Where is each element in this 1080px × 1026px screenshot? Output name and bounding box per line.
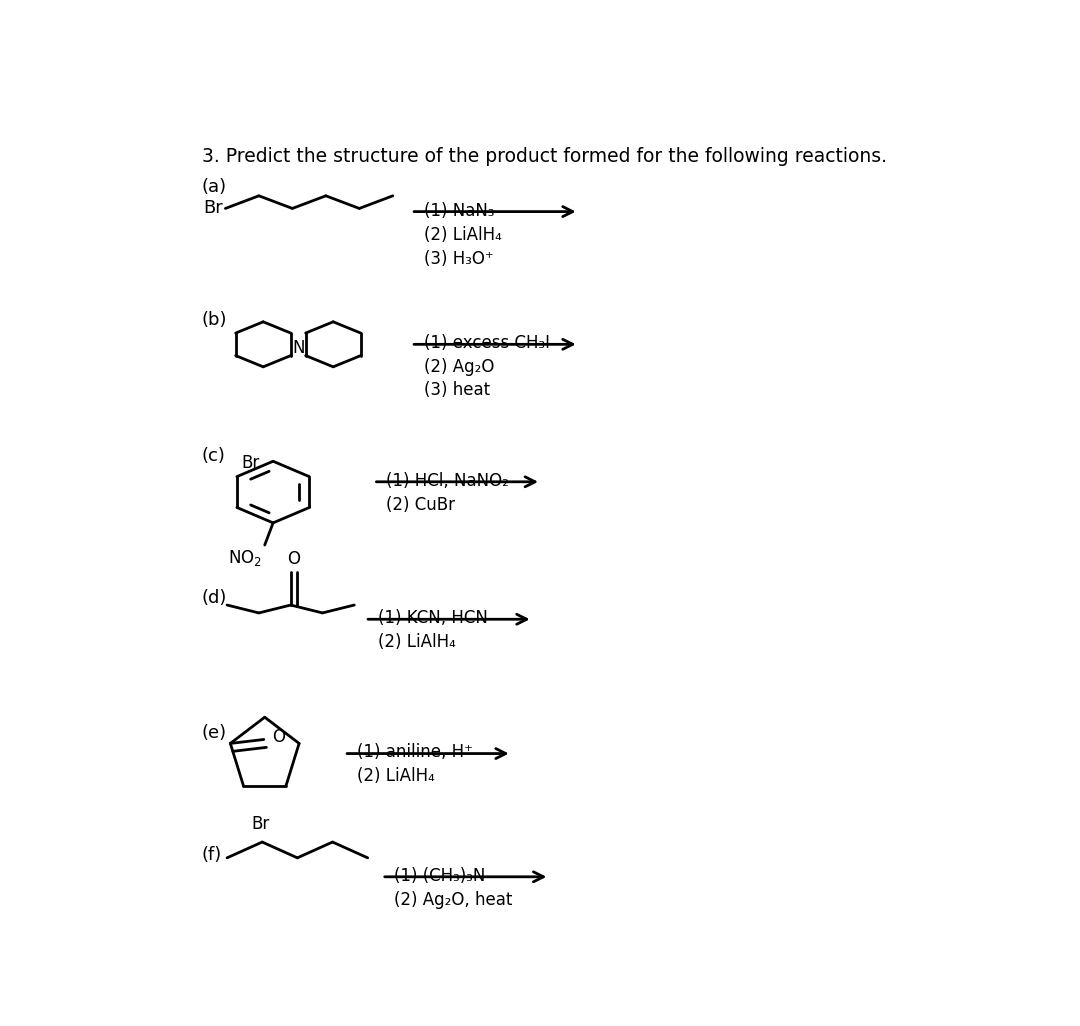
Text: (f): (f) xyxy=(202,846,222,864)
Text: Br: Br xyxy=(203,199,222,218)
Text: (b): (b) xyxy=(202,311,228,329)
Text: (e): (e) xyxy=(202,723,227,742)
Text: 3. Predict the structure of the product formed for the following reactions.: 3. Predict the structure of the product … xyxy=(202,147,887,166)
Text: O: O xyxy=(272,728,285,746)
Text: (2) CuBr: (2) CuBr xyxy=(387,496,455,514)
Text: (1) HCl, NaNO₂: (1) HCl, NaNO₂ xyxy=(387,472,509,490)
Text: (1) excess CH₃I: (1) excess CH₃I xyxy=(423,334,550,352)
Text: (1) NaN₃: (1) NaN₃ xyxy=(423,202,495,221)
Text: (2) LiAlH₄: (2) LiAlH₄ xyxy=(356,767,434,785)
Text: (1) aniline, H⁺: (1) aniline, H⁺ xyxy=(356,743,473,761)
Text: N: N xyxy=(293,340,305,357)
Text: O: O xyxy=(286,550,299,568)
Text: (2) Ag₂O: (2) Ag₂O xyxy=(423,358,495,376)
Text: (1) (CH₃)₃N: (1) (CH₃)₃N xyxy=(394,867,486,885)
Text: (a): (a) xyxy=(202,179,227,196)
Text: (3) heat: (3) heat xyxy=(423,382,490,399)
Text: (c): (c) xyxy=(202,447,226,465)
Text: (2) LiAlH₄: (2) LiAlH₄ xyxy=(423,226,501,244)
Text: (3) H₃O⁺: (3) H₃O⁺ xyxy=(423,249,494,268)
Text: Br: Br xyxy=(252,815,270,832)
Text: (d): (d) xyxy=(202,589,227,607)
Text: Br: Br xyxy=(241,453,259,472)
Text: NO$_2$: NO$_2$ xyxy=(228,548,262,568)
Text: (2) LiAlH₄: (2) LiAlH₄ xyxy=(378,633,456,650)
Text: (1) KCN, HCN: (1) KCN, HCN xyxy=(378,609,487,627)
Text: (2) Ag₂O, heat: (2) Ag₂O, heat xyxy=(394,891,513,909)
